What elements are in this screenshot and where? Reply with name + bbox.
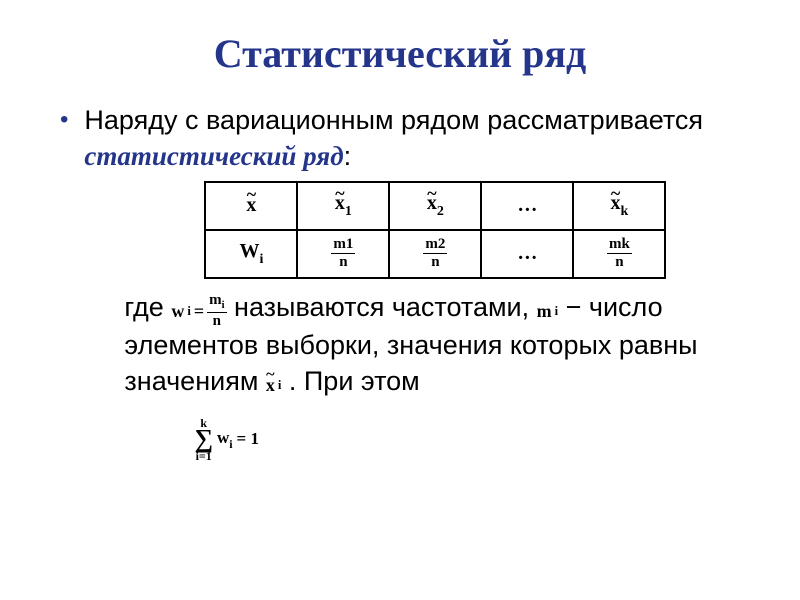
cell-xk: xk <box>573 182 665 230</box>
eq: = <box>194 299 204 323</box>
p2-mid: называются частотами, <box>234 292 537 322</box>
cell-x1: x1 <box>297 182 389 230</box>
w-letter: W <box>239 240 259 262</box>
m: m <box>209 292 222 308</box>
frac-den: n <box>429 254 441 270</box>
slide: Статистический ряд • Наряду с вариационн… <box>0 0 800 600</box>
xi-symbol: xi <box>266 373 282 397</box>
frac-num: mk <box>607 237 632 254</box>
sum-eq: = 1 <box>237 428 259 451</box>
cell-mkn: mkn <box>573 230 665 278</box>
frac-den: n <box>613 254 625 270</box>
sub: i <box>278 377 282 394</box>
sum-body: wi <box>217 427 233 451</box>
frac-num: m1 <box>331 237 355 254</box>
x-tilde: x <box>266 373 275 397</box>
sigma-column: k ∑ i=1 <box>194 417 213 462</box>
bullet-item: • Наряду с вариационным рядом рассматрив… <box>60 102 750 462</box>
body-text: • Наряду с вариационным рядом рассматрив… <box>50 102 750 462</box>
intro-post: : <box>344 141 352 171</box>
frac-den: n <box>211 313 223 329</box>
p2-end: . При этом <box>281 366 419 396</box>
cell-dots2: … <box>481 230 573 278</box>
stat-table: x x1 x2 … xk Wi m1n m2n <box>204 181 666 279</box>
sum-lower: i=1 <box>196 450 212 462</box>
summation-formula: k ∑ i=1 wi = 1 <box>194 417 259 462</box>
frac-num: m2 <box>423 237 447 254</box>
sub: 2 <box>437 204 444 219</box>
cell-wi: Wi <box>205 230 297 278</box>
cell-dots: … <box>481 182 573 230</box>
frac-den: n <box>337 254 349 270</box>
m: m <box>537 299 552 323</box>
frac-num: mi <box>207 293 226 314</box>
bullet-text: Наряду с вариационным рядом рассматривае… <box>84 102 750 462</box>
cell-x: x <box>205 182 297 230</box>
sigma-icon: ∑ <box>194 429 213 450</box>
table-row: Wi m1n m2n … mkn <box>205 230 665 278</box>
sub: 1 <box>345 204 352 219</box>
mi-symbol: mi <box>537 299 559 323</box>
cell-x2: x2 <box>389 182 481 230</box>
term-statistical-series: статистический ряд <box>84 141 343 171</box>
table-row: x x1 x2 … xk <box>205 182 665 230</box>
sub: i <box>229 437 232 451</box>
p2-pre: где <box>124 292 171 322</box>
stat-table-wrap: x x1 x2 … xk Wi m1n m2n <box>204 181 750 279</box>
cell-m1n: m1n <box>297 230 389 278</box>
cell-m2n: m2n <box>389 230 481 278</box>
w: w <box>217 428 229 447</box>
sub: k <box>621 204 629 219</box>
sub: i <box>222 300 225 311</box>
sub: i <box>555 303 559 320</box>
bullet-icon: • <box>60 102 68 138</box>
slide-title: Статистический ряд <box>50 30 750 77</box>
intro-pre: Наряду с вариационным рядом рассматривае… <box>84 105 703 135</box>
w: w <box>171 299 184 323</box>
sub: i <box>187 303 191 320</box>
formula-wi-eq: wi = mi n <box>171 293 226 330</box>
paragraph-2: где wi = mi n называются частотами, mi −… <box>124 289 750 400</box>
sub: i <box>259 252 263 267</box>
